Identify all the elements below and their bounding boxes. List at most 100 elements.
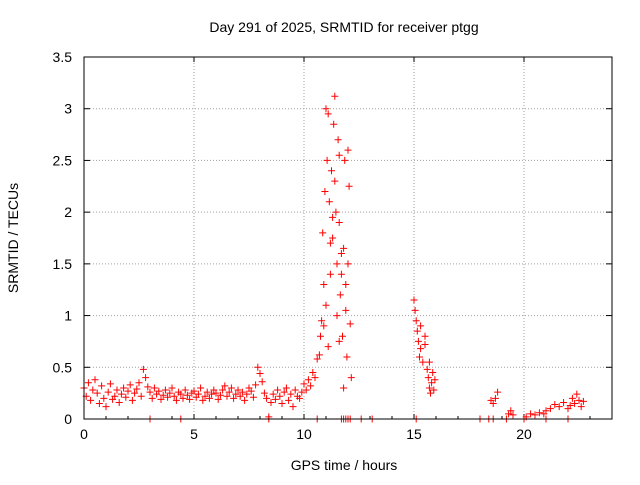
data-point [421, 332, 429, 340]
data-point [542, 407, 550, 415]
data-point [142, 374, 150, 382]
data-point [115, 398, 123, 406]
data-point [267, 398, 275, 406]
data-point [278, 399, 286, 407]
data-point [411, 306, 419, 314]
data-point [325, 198, 333, 206]
data-point [87, 396, 95, 404]
data-point [287, 390, 295, 398]
data-point [319, 229, 327, 237]
data-point [203, 388, 211, 396]
data-point [568, 394, 576, 402]
data-point [201, 392, 209, 400]
data-point [329, 213, 337, 221]
data-point [339, 332, 346, 340]
data-point [579, 397, 587, 405]
y-tick-label: 2 [64, 204, 72, 220]
data-point [321, 187, 329, 195]
data-point [208, 390, 216, 398]
y-tick-label: 2.5 [53, 152, 73, 168]
data-point [335, 151, 343, 159]
data-point [150, 384, 158, 392]
data-point [254, 363, 262, 371]
y-tick-label: 3.5 [53, 49, 73, 65]
data-point [164, 393, 172, 401]
data-point [535, 409, 543, 417]
data-point [573, 390, 581, 398]
x-tick-label: 10 [296, 426, 312, 442]
data-point [221, 382, 229, 390]
data-point [269, 390, 277, 398]
data-point [429, 368, 437, 376]
data-point [212, 389, 220, 397]
data-point [340, 244, 348, 252]
data-point [345, 182, 353, 190]
data-point [84, 379, 92, 387]
data-point [424, 374, 432, 382]
data-point [100, 394, 108, 402]
data-point [328, 167, 335, 175]
y-tick-label: 1 [64, 308, 72, 324]
data-point [93, 389, 101, 397]
data-point [555, 403, 563, 411]
data-point [575, 396, 583, 404]
data-point [194, 390, 202, 398]
data-point [205, 394, 213, 402]
data-point [234, 386, 242, 394]
data-point [430, 386, 438, 394]
data-point [230, 394, 238, 402]
data-point [161, 386, 169, 394]
data-point [232, 390, 240, 398]
data-point [333, 312, 341, 320]
data-point [421, 341, 429, 349]
data-point [148, 394, 156, 402]
data-point [347, 374, 355, 382]
data-point [256, 369, 264, 377]
data-point [249, 393, 257, 401]
data-point [155, 387, 163, 395]
plot-frame [83, 56, 613, 420]
data-point [126, 381, 134, 389]
data-point [168, 384, 176, 392]
data-point [243, 390, 251, 398]
data-point [186, 395, 194, 403]
data-point [320, 322, 328, 330]
data-point [271, 395, 279, 403]
data-point [247, 387, 255, 395]
data-point [507, 407, 515, 415]
data-point [166, 389, 174, 397]
data-point [120, 384, 128, 392]
data-point [509, 411, 517, 419]
data-point [91, 376, 99, 384]
data-point [329, 234, 337, 242]
data-point [341, 156, 349, 164]
data-point [144, 383, 152, 391]
data-point [531, 411, 539, 419]
x-tick-label: 0 [80, 426, 88, 442]
data-point [225, 388, 233, 396]
data-point [135, 379, 143, 387]
x-tick-label: 5 [190, 426, 198, 442]
data-point [104, 388, 112, 396]
data-point [113, 386, 121, 394]
data-point [324, 343, 332, 351]
x-tick-label: 15 [406, 426, 422, 442]
data-point [214, 395, 222, 403]
data-point [342, 306, 350, 314]
data-point [342, 281, 350, 289]
data-point [417, 322, 425, 330]
y-tick-label: 0.5 [53, 359, 73, 375]
data-point [425, 384, 433, 392]
data-point [337, 250, 345, 258]
data-point [177, 390, 185, 398]
data-point [111, 392, 119, 400]
data-point [344, 260, 352, 268]
y-axis-label: SRMTID / TECUs [5, 183, 21, 293]
data-point [298, 388, 306, 396]
data-point [414, 337, 422, 345]
data-point [172, 396, 180, 404]
data-point [322, 105, 330, 113]
data-point [343, 353, 351, 361]
axis-ticks: 0 5 10 15 20 0 0.5 1 1.5 2 2.5 3 3.5 [53, 49, 613, 442]
